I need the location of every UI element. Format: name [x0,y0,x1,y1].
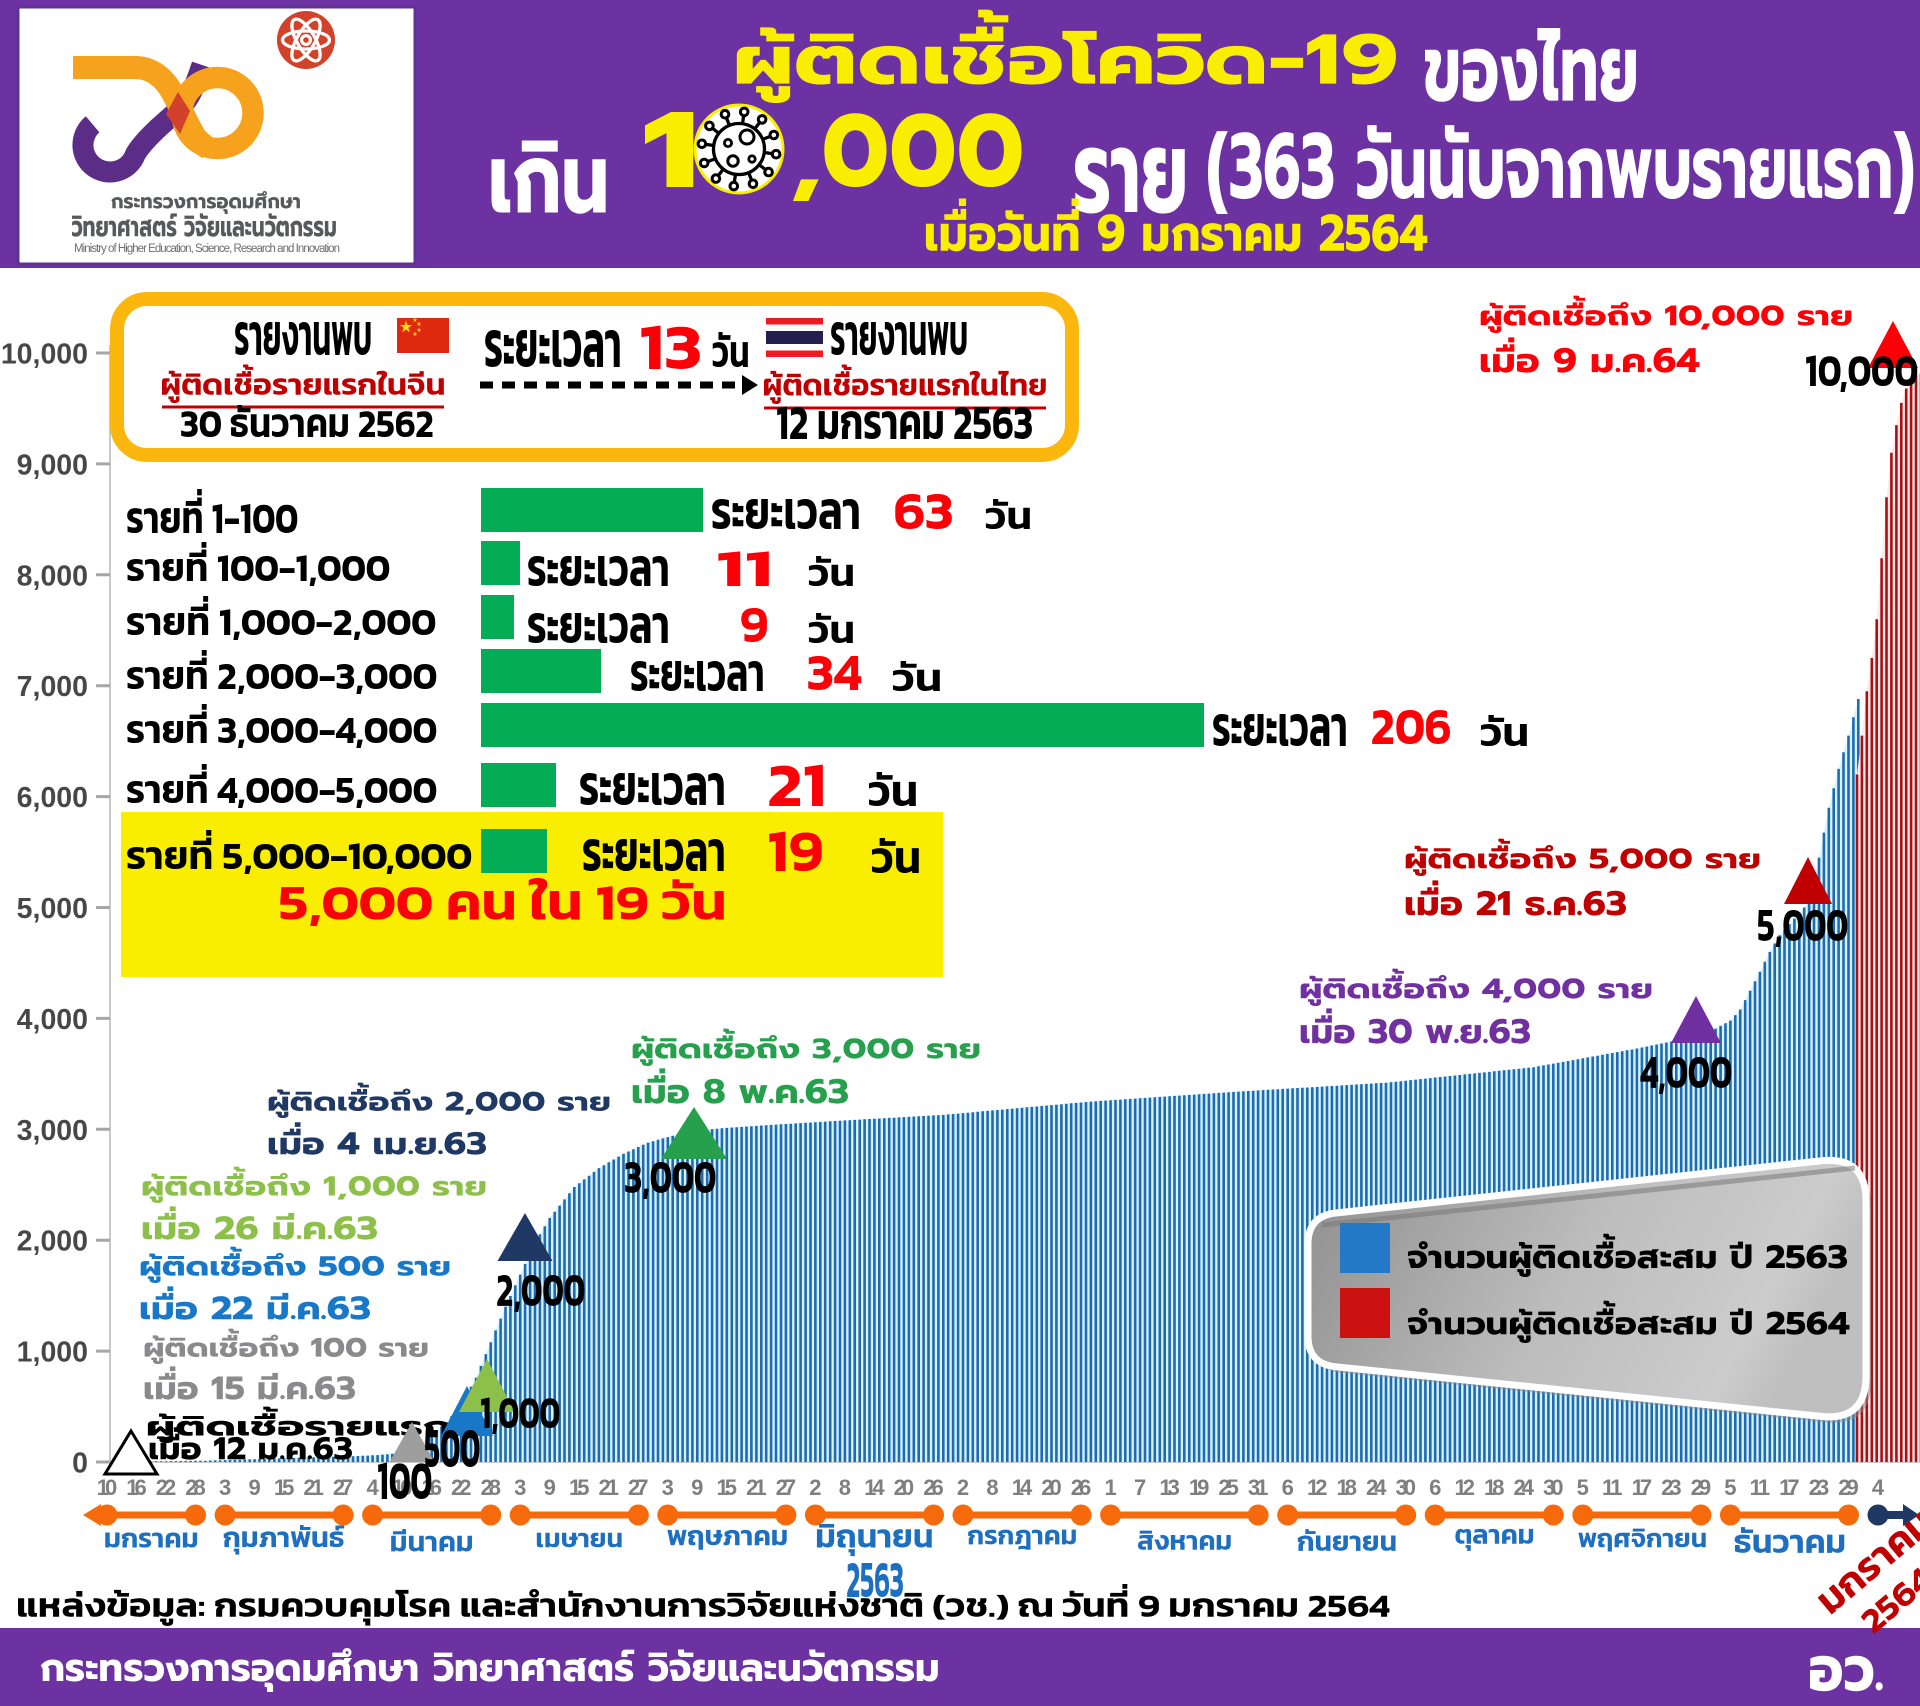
svg-text:23: 23 [1661,1475,1682,1500]
svg-text:3: 3 [662,1475,674,1500]
svg-text:17: 17 [1779,1475,1800,1500]
svg-text:5: 5 [1724,1475,1736,1500]
svg-text:24: 24 [1366,1475,1387,1500]
svg-text:20: 20 [1041,1475,1062,1500]
svg-text:6,000: 6,000 [17,782,88,814]
svg-text:26: 26 [923,1475,944,1500]
svg-text:27: 27 [776,1475,797,1500]
svg-text:18: 18 [1484,1475,1505,1500]
svg-text:21: 21 [599,1475,620,1500]
svg-text:1: 1 [1104,1475,1116,1500]
svg-text:22: 22 [451,1475,472,1500]
svg-text:9: 9 [544,1475,556,1500]
svg-text:2: 2 [957,1475,969,1500]
svg-text:22: 22 [156,1475,177,1500]
svg-text:21: 21 [303,1475,324,1500]
svg-text:15: 15 [717,1475,738,1500]
svg-text:10,000: 10,000 [1,339,88,371]
svg-text:3: 3 [219,1475,231,1500]
svg-text:17: 17 [1632,1475,1653,1500]
svg-text:8: 8 [839,1475,851,1500]
svg-text:12: 12 [1455,1475,1476,1500]
svg-text:9: 9 [248,1475,260,1500]
svg-text:6: 6 [1429,1475,1441,1500]
svg-text:10: 10 [97,1475,118,1500]
svg-text:4,000: 4,000 [17,1004,88,1036]
svg-text:14: 14 [864,1475,885,1500]
svg-text:4: 4 [366,1475,379,1500]
svg-text:21: 21 [746,1475,767,1500]
svg-text:3,000: 3,000 [17,1115,88,1147]
svg-text:5: 5 [1577,1475,1589,1500]
svg-text:14: 14 [1012,1475,1033,1500]
svg-text:9: 9 [691,1475,703,1500]
svg-text:6: 6 [1282,1475,1294,1500]
svg-text:19: 19 [1189,1475,1210,1500]
svg-text:5,000: 5,000 [17,893,88,925]
svg-text:27: 27 [628,1475,649,1500]
svg-text:26: 26 [1071,1475,1092,1500]
svg-text:2: 2 [809,1475,821,1500]
svg-text:20: 20 [894,1475,915,1500]
svg-text:24: 24 [1514,1475,1535,1500]
svg-text:28: 28 [185,1475,206,1500]
svg-text:8,000: 8,000 [17,560,88,592]
svg-text:4: 4 [1872,1475,1885,1500]
svg-text:29: 29 [1691,1475,1712,1500]
svg-text:1,000: 1,000 [17,1337,88,1369]
svg-text:12: 12 [1307,1475,1328,1500]
svg-text:2,000: 2,000 [17,1226,88,1258]
svg-text:11: 11 [1750,1475,1771,1500]
svg-text:7,000: 7,000 [17,671,88,703]
svg-text:29: 29 [1838,1475,1859,1500]
svg-text:30: 30 [1543,1475,1564,1500]
svg-text:15: 15 [274,1475,295,1500]
svg-text:30: 30 [1395,1475,1416,1500]
svg-text:15: 15 [569,1475,590,1500]
svg-text:Ministry of Higher Education,: Ministry of Higher Education, Science, R… [74,243,340,255]
svg-text:0: 0 [72,1448,88,1480]
svg-text:23: 23 [1809,1475,1830,1500]
svg-text:28: 28 [480,1475,501,1500]
svg-text:11: 11 [1602,1475,1623,1500]
svg-text:27: 27 [333,1475,354,1500]
svg-text:16: 16 [126,1475,147,1500]
svg-text:8: 8 [986,1475,998,1500]
svg-text:31: 31 [1248,1475,1269,1500]
svg-text:18: 18 [1336,1475,1357,1500]
svg-text:7: 7 [1134,1475,1146,1500]
svg-text:25: 25 [1218,1475,1239,1500]
svg-text:13: 13 [1159,1475,1180,1500]
svg-text:9,000: 9,000 [17,449,88,481]
svg-text:3: 3 [514,1475,526,1500]
